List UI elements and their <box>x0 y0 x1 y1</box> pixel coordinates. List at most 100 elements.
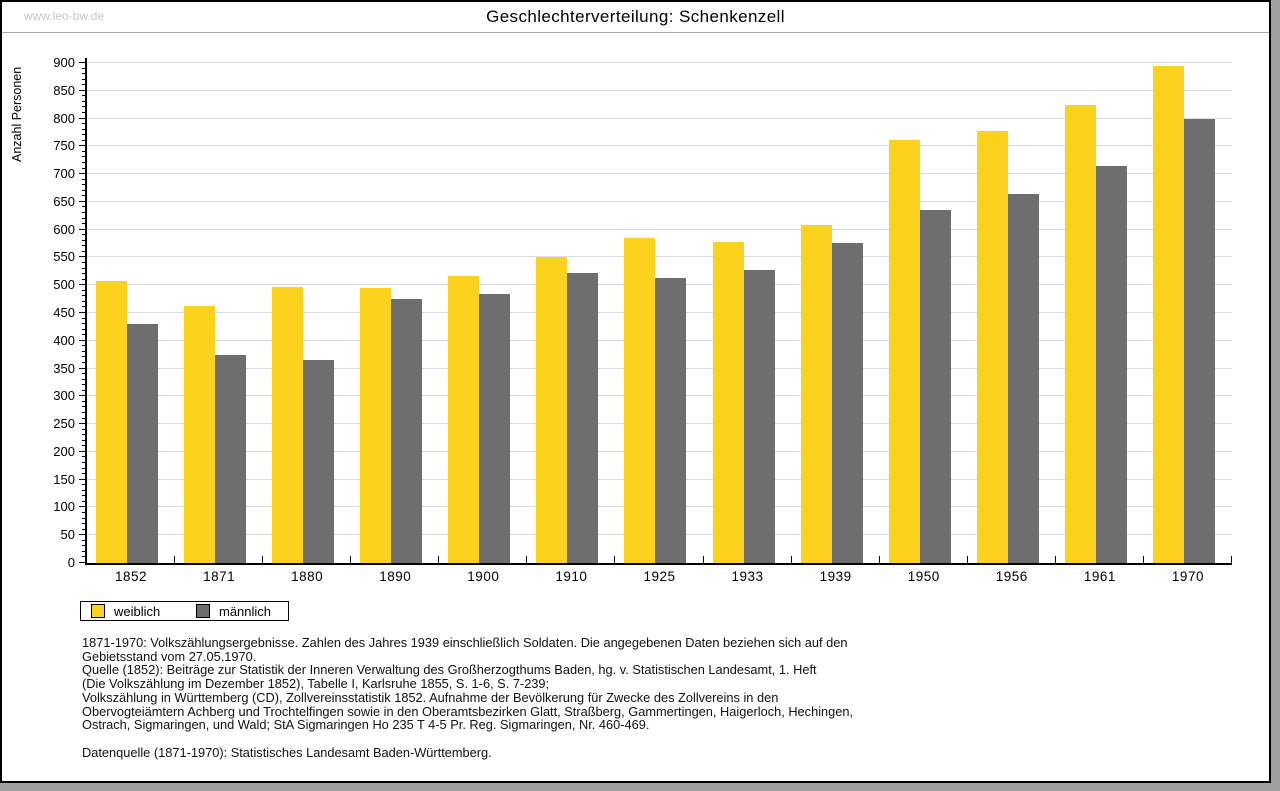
y-tick-minor <box>82 495 85 497</box>
y-tick-major <box>79 339 85 341</box>
bar-weiblich-1890 <box>360 288 392 563</box>
x-tick-label: 1871 <box>203 569 236 584</box>
y-tick-minor <box>82 234 85 236</box>
y-tick-minor <box>82 517 85 519</box>
y-tick-minor <box>82 456 85 458</box>
bar-weiblich-1956 <box>976 130 1008 563</box>
bar-group-1852: 1852 <box>87 63 175 584</box>
y-tick-minor <box>82 500 85 502</box>
bar-männlich-1970 <box>1183 119 1215 563</box>
x-tick-label: 1880 <box>291 569 324 584</box>
bar-männlich-1925 <box>655 278 687 563</box>
y-tick-minor <box>82 178 85 180</box>
y-tick-minor <box>82 162 85 163</box>
leo-bw-watermark: www.leo-bw.de <box>24 9 105 23</box>
x-tick-label: 1890 <box>379 569 412 584</box>
x-tick-label: 1939 <box>819 569 852 584</box>
bar-group-1939: 1939 <box>792 63 880 584</box>
gridline <box>87 228 1232 230</box>
footnote-line: 1871-1970: Volkszählungsergebnisse. Zahl… <box>82 635 848 650</box>
y-tick-minor <box>82 550 85 552</box>
x-tick <box>174 556 176 563</box>
y-tick-major <box>79 228 85 230</box>
bar-männlich-1933 <box>743 269 775 563</box>
y-tick-label: 300 <box>53 388 75 404</box>
y-tick-label: 650 <box>53 193 75 209</box>
y-tick-minor <box>82 323 85 325</box>
y-tick-label: 100 <box>53 499 75 515</box>
y-axis-title: Anzahl Personen <box>10 66 24 162</box>
y-tick-minor <box>82 528 85 530</box>
x-tick-label: 1950 <box>907 569 940 584</box>
legend-label-weiblich: weiblich <box>114 603 161 619</box>
bar-weiblich-1852 <box>96 281 127 563</box>
y-tick-minor <box>82 439 85 441</box>
footnote-line: Gebietsstand vom 27.05.1970. <box>82 648 257 664</box>
y-tick-minor <box>82 217 85 219</box>
y-tick-minor <box>82 378 85 380</box>
bar-weiblich-1939 <box>800 224 832 563</box>
x-tick-label: 1970 <box>1171 569 1204 584</box>
y-tick-label: 500 <box>53 277 75 293</box>
y-tick-minor <box>82 428 85 430</box>
y-tick-major <box>79 284 85 286</box>
y-tick-minor <box>82 300 85 302</box>
y-tick-major <box>79 367 85 369</box>
bar-männlich-1950 <box>919 210 951 563</box>
footnote-line: Quelle (1852): Beiträge zur Statistik de… <box>82 662 817 678</box>
bar-männlich-1852 <box>127 324 158 563</box>
y-tick-minor <box>82 545 85 547</box>
y-tick-minor <box>82 306 85 308</box>
bar-weiblich-1880 <box>272 286 304 563</box>
y-tick-minor <box>82 334 85 336</box>
y-tick-minor <box>82 223 85 225</box>
y-tick-minor <box>82 539 85 541</box>
y-tick-minor <box>82 134 85 136</box>
y-tick-minor <box>82 262 85 263</box>
footnotes: 1871-1970: Volkszählungsergebnisse. Zahl… <box>82 636 1262 759</box>
y-tick-minor <box>82 100 85 102</box>
y-tick-minor <box>82 67 85 69</box>
x-tick <box>790 556 792 563</box>
y-tick-label: 600 <box>53 221 75 237</box>
bar-weiblich-1925 <box>624 238 656 563</box>
bar-group-1880: 1880 <box>263 63 351 584</box>
y-tick-minor <box>82 206 85 208</box>
y-tick-major <box>79 62 85 63</box>
bar-männlich-1961 <box>1095 166 1127 563</box>
bar-group-1933: 1933 <box>704 63 792 584</box>
y-tick-major <box>79 562 85 563</box>
y-tick-minor <box>82 289 85 291</box>
y-tick-minor <box>82 278 85 280</box>
bar-männlich-1890 <box>391 299 423 563</box>
y-tick-major <box>79 506 85 508</box>
bar-weiblich-1871 <box>184 305 216 563</box>
y-tick-minor <box>82 317 85 319</box>
datasource-line: Datenquelle (1871-1970): Statistisches L… <box>82 744 492 760</box>
y-tick-minor <box>82 78 85 80</box>
legend-swatch-maennlich <box>196 604 210 618</box>
gridline <box>87 62 1232 63</box>
bar-group-1890: 1890 <box>351 63 439 584</box>
y-tick-minor <box>82 106 85 108</box>
x-tick <box>350 556 352 563</box>
y-tick-major <box>79 145 85 147</box>
y-tick-label: 400 <box>53 332 75 348</box>
y-tick-minor <box>82 139 85 141</box>
y-tick-minor <box>82 356 85 358</box>
y-tick-label: 750 <box>53 138 75 154</box>
x-tick-label: 1956 <box>995 569 1028 584</box>
x-tick-label: 1852 <box>115 569 148 584</box>
x-tick <box>1054 556 1056 563</box>
bar-weiblich-1910 <box>536 257 568 563</box>
x-tick <box>262 556 264 563</box>
y-tick-minor <box>82 400 85 402</box>
plot-area: 0 50 100 150 200 250 300 350 400 450 500 550 600 650 7… <box>53 56 1232 584</box>
x-tick <box>702 556 704 563</box>
legend-swatch-weiblich <box>91 604 105 618</box>
y-tick-minor <box>82 267 85 269</box>
bar-group-1925: 1925 <box>615 63 703 584</box>
y-tick-major <box>79 256 85 258</box>
y-tick-minor <box>82 156 85 158</box>
